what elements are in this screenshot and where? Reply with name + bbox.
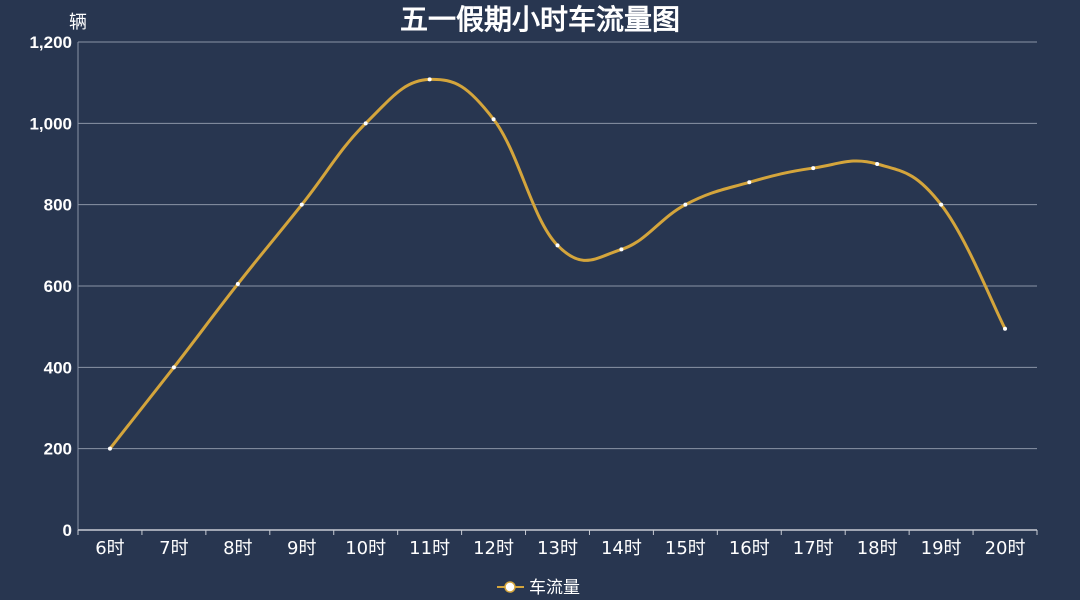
data-point [683, 202, 688, 207]
data-point [299, 202, 304, 207]
x-tick-label: 6时 [95, 538, 124, 559]
x-tick-label: 9时 [287, 538, 316, 559]
data-point [811, 166, 816, 171]
legend-marker [504, 581, 516, 593]
data-point [1003, 326, 1008, 331]
y-tick-label: 1,200 [29, 33, 72, 52]
data-point [747, 180, 752, 185]
data-point [235, 281, 240, 286]
data-point [491, 117, 496, 122]
x-tick-label: 11时 [409, 538, 450, 559]
x-tick-label: 19时 [921, 538, 962, 559]
y-axis-unit: 辆 [69, 12, 87, 33]
legend[interactable]: 车流量 [497, 578, 580, 598]
y-tick-label: 200 [44, 440, 72, 459]
y-tick-label: 400 [44, 358, 72, 377]
x-tick-label: 7时 [159, 538, 188, 559]
x-tick-label: 16时 [729, 538, 770, 559]
y-tick-label: 1,000 [29, 114, 72, 133]
x-tick-label: 8时 [223, 538, 252, 559]
data-point [939, 202, 944, 207]
data-point [619, 247, 624, 252]
data-point [875, 162, 880, 166]
y-tick-label: 800 [44, 196, 72, 215]
x-tick-label: 20时 [985, 538, 1026, 559]
x-tick-label: 18时 [857, 538, 898, 559]
data-point [427, 77, 432, 82]
data-point [555, 243, 560, 248]
x-tick-label: 13时 [537, 538, 578, 559]
chart-title: 五一假期小时车流量图 [400, 3, 680, 36]
data-point [363, 121, 368, 126]
y-tick-label: 600 [44, 277, 72, 296]
x-tick-label: 17时 [793, 538, 834, 559]
x-tick-label: 12时 [473, 538, 514, 559]
data-point [107, 446, 112, 451]
x-tick-label: 15时 [665, 538, 706, 559]
series-line [108, 77, 1007, 450]
legend-label: 车流量 [529, 578, 580, 598]
x-tick-label: 14时 [601, 538, 642, 559]
data-point [171, 365, 176, 370]
x-tick-label: 10时 [345, 538, 386, 559]
y-tick-label: 0 [63, 521, 72, 540]
